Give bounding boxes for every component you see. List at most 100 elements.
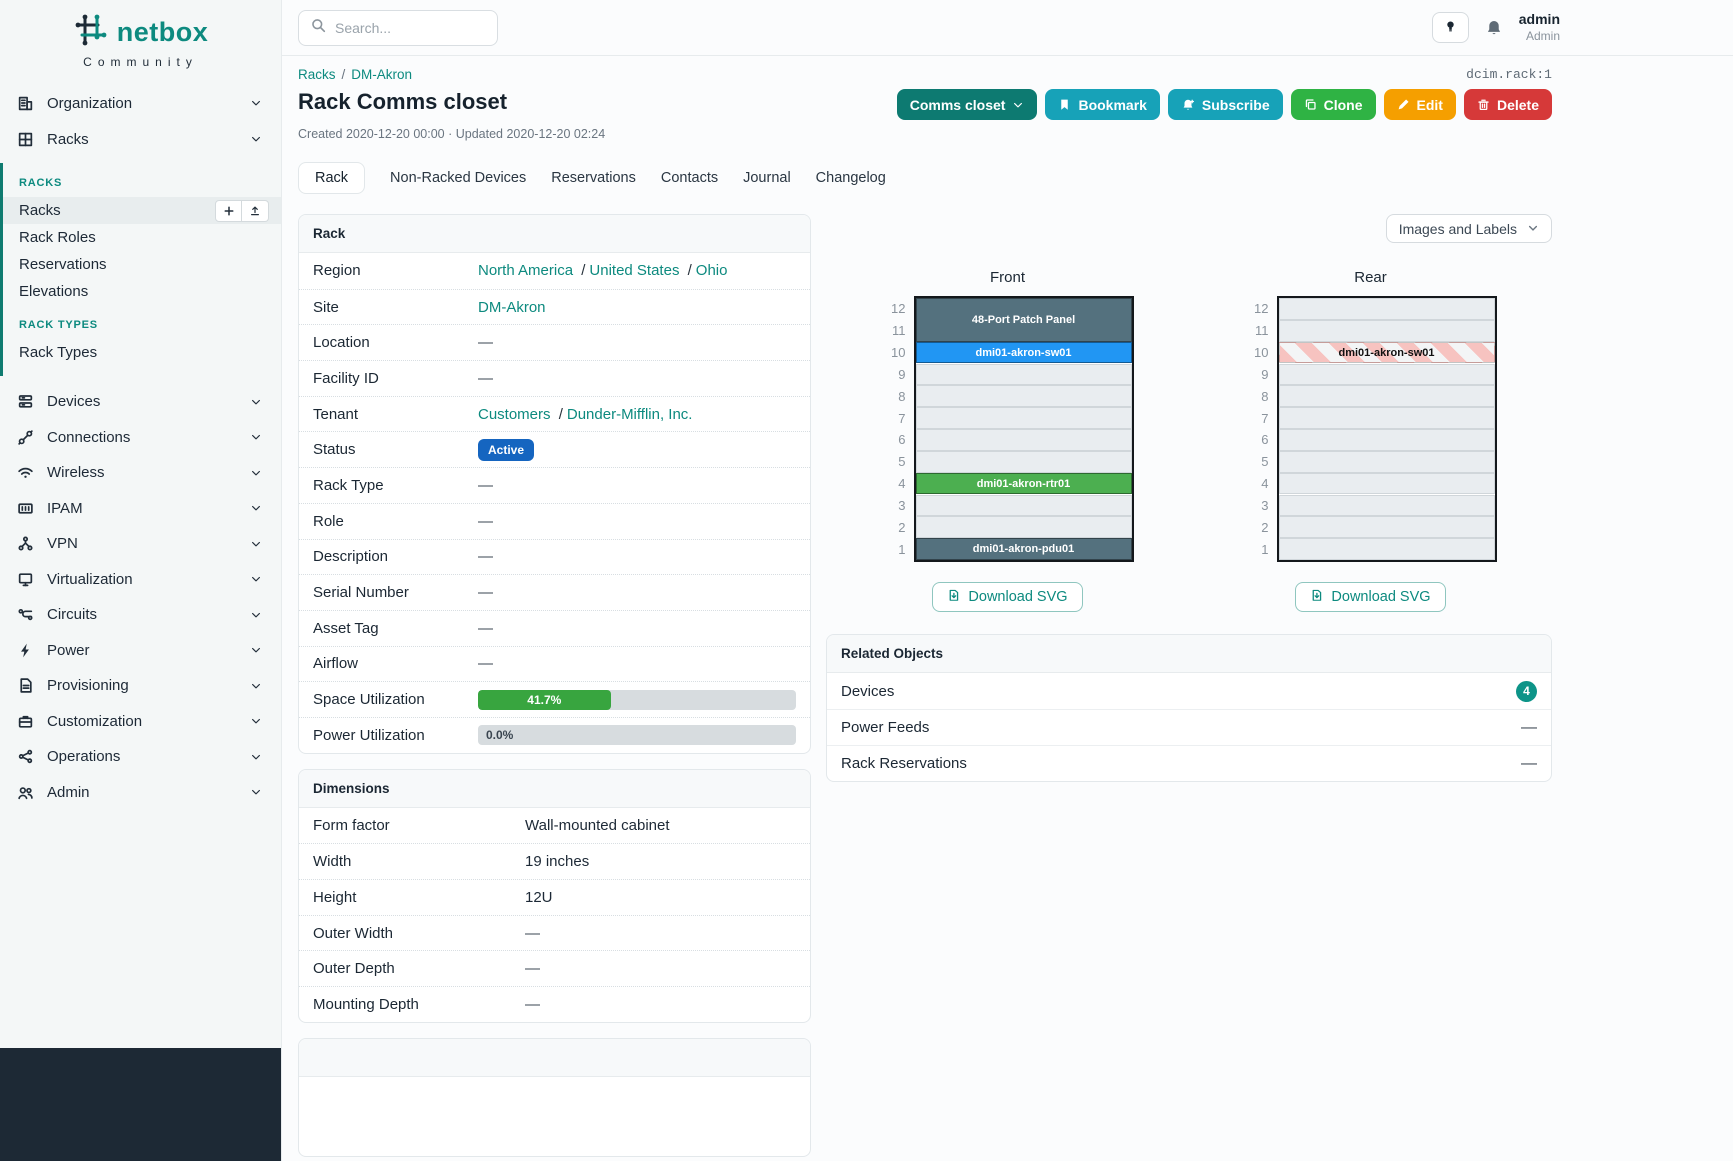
row-label: Asset Tag [313,619,379,637]
sidebar-item-customization[interactable]: Customization [0,704,281,740]
rack-device-dmi01-akron-rtr01[interactable]: dmi01-akron-rtr01 [915,472,1132,495]
rack-unit-slot[interactable] [1278,538,1495,560]
rack-unit-slot[interactable] [1278,298,1495,320]
import-button[interactable] [242,199,269,222]
rack-unit-slot[interactable] [915,407,1132,429]
rack-device-48-port-patch-panel[interactable]: 48-Port Patch Panel [915,298,1132,342]
value-link-north-america[interactable]: North America [478,262,574,280]
sidebar-subitem-rack-roles[interactable]: Rack Roles [3,224,281,251]
add-button[interactable] [215,199,242,222]
theme-toggle-button[interactable] [1431,12,1469,43]
tab-journal[interactable]: Journal [743,170,791,186]
search-input[interactable] [335,19,485,36]
chevron-down-icon [1527,221,1539,237]
rack-group-button[interactable]: Comms closet [896,89,1038,120]
related-label: Devices [841,682,895,700]
breadcrumb-link-dm-akron[interactable]: DM-Akron [351,67,413,82]
chevron-down-icon [247,133,265,145]
rack-unit-slot[interactable] [1278,319,1495,342]
sidebar-subitem-racks[interactable]: Racks [3,197,281,224]
value-link-dunder-mifflin-inc[interactable]: Dunder-Mifflin, Inc. [566,405,693,423]
sidebar-item-vpn[interactable]: VPN [0,526,281,562]
subscribe-button[interactable]: Subscribe [1167,89,1283,120]
clone-button[interactable]: Clone [1290,89,1376,120]
tab-rack[interactable]: Rack [298,162,366,194]
breadcrumb-link-racks[interactable]: Racks [298,67,336,82]
quick-actions [215,199,269,222]
related-row-devices[interactable]: Devices 4 [827,673,1551,709]
value-text: — [478,619,493,637]
rack-unit-slot[interactable] [1278,450,1495,473]
rack-drawing: dmi01-akron-sw01 [1276,296,1497,562]
rack-device-dmi01-akron-sw01[interactable]: dmi01-akron-sw01 [1278,341,1495,364]
value-link-dm-akron[interactable]: DM-Akron [478,298,546,316]
search-box[interactable] [298,9,498,46]
rack-unit-slot[interactable] [915,429,1132,451]
ipam-icon [16,500,34,517]
value-link-ohio[interactable]: Ohio [695,262,728,280]
progress-fill: 41.7% [478,689,611,710]
delete-button[interactable]: Delete [1463,89,1552,120]
download-svg-button[interactable]: Download SVG [1295,582,1446,612]
tab-reservations[interactable]: Reservations [551,170,636,186]
rack-unit-slot[interactable] [1278,407,1495,429]
sidebar-item-operations[interactable]: Operations [0,739,281,775]
table-row-role: Role — [299,502,810,539]
tab-contacts[interactable]: Contacts [660,170,719,186]
rack-unit-slot[interactable] [915,385,1132,408]
row-label: Tenant [313,405,359,423]
rack-unit-slot[interactable] [1278,363,1495,386]
value-link-united-states[interactable]: United States [589,262,680,280]
user-menu[interactable]: admin Admin [1519,11,1560,44]
row-label: Space Utilization [313,691,425,709]
chevron-down-icon [247,396,265,408]
rack-unit-slot[interactable] [1278,472,1495,495]
rack-unit-slot[interactable] [915,516,1132,539]
sidebar-main-nav: Devices Connections Wireless IPAM VPN Virtual… [0,384,281,810]
tab-non-racked-devices[interactable]: Non-Racked Devices [390,170,527,186]
unit-number: 1 [1261,541,1269,557]
rack-unit-slot[interactable] [915,450,1132,473]
sidebar-item-organization[interactable]: Organization [0,85,281,121]
count-badge: 4 [1516,680,1537,702]
sidebar-item-admin[interactable]: Admin [0,775,281,811]
related-row-rack-reservations[interactable]: Rack Reservations — [827,745,1551,781]
rack-unit-slot[interactable] [915,363,1132,386]
brand[interactable]: netbox Community [0,0,281,69]
images-labels-toggle[interactable]: Images and Labels [1385,214,1552,243]
sidebar-item-connections[interactable]: Connections [0,420,281,456]
rack-device-dmi01-akron-pdu01[interactable]: dmi01-akron-pdu01 [915,538,1132,560]
sidebar-subitem-reservations[interactable]: Reservations [3,251,281,278]
sidebar-subitem-elevations[interactable]: Elevations [3,278,281,305]
related-row-power-feeds[interactable]: Power Feeds — [827,709,1551,745]
sidebar-item-virtualization[interactable]: Virtualization [0,562,281,598]
sidebar-item-circuits[interactable]: Circuits [0,597,281,633]
bookmark-button[interactable]: Bookmark [1045,89,1160,120]
unit-number: 9 [1261,366,1269,382]
rack-unit-slot[interactable] [915,494,1132,517]
sidebar-item-devices[interactable]: Devices [0,384,281,420]
sidebar-item-ipam[interactable]: IPAM [0,491,281,527]
rack-unit-slot[interactable] [1278,429,1495,451]
sidebar-item-power[interactable]: Power [0,633,281,669]
row-label: Status [313,441,356,459]
sidebar-item-label: Connections [47,428,131,446]
value-text: — [1521,718,1537,736]
rack-unit-slot[interactable] [1278,385,1495,408]
value-link-customers[interactable]: Customers [478,405,551,423]
rack-unit-slot[interactable] [1278,516,1495,539]
sidebar-racks-submenu: RACKS Racks Rack Roles Reservations Elevati… [0,163,281,376]
rack-device-dmi01-akron-sw01[interactable]: dmi01-akron-sw01 [915,341,1132,364]
notifications-bell-icon[interactable] [1485,19,1503,37]
sidebar-item-provisioning[interactable]: Provisioning [0,668,281,704]
breadcrumb-separator: / [341,67,346,82]
edit-button[interactable]: Edit [1383,89,1456,120]
sidebar-item-racks[interactable]: Racks [0,121,281,157]
value-separator: / [558,405,563,423]
tab-changelog[interactable]: Changelog [815,170,886,186]
sidebar-item-wireless[interactable]: Wireless [0,455,281,491]
tabs: Rack Non-Racked Devices Reservations Contac… [298,162,1552,194]
download-svg-button[interactable]: Download SVG [932,582,1083,612]
rack-unit-slot[interactable] [1278,494,1495,517]
sidebar-subitem-rack-types[interactable]: Rack Types [3,339,281,366]
